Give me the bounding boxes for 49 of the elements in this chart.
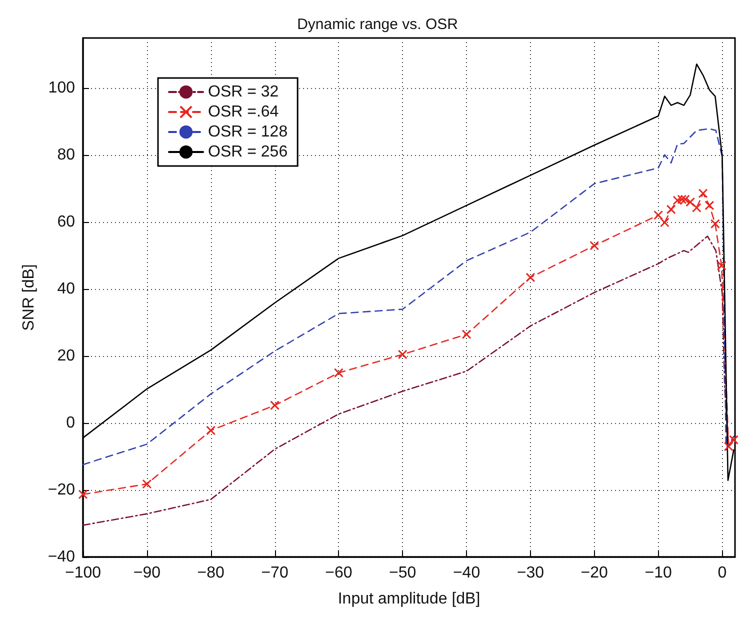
point: [666, 204, 676, 214]
x-tick-label: −30: [516, 564, 544, 582]
x-axis-title: Input amplitude [dB]: [338, 590, 480, 608]
x-tick-label: −90: [133, 564, 161, 582]
x-tick-label: 0: [718, 564, 727, 582]
legend-label: OSR =.64: [208, 104, 279, 120]
point: [654, 210, 664, 220]
point: [590, 240, 600, 250]
x-tick-label: −20: [580, 564, 608, 582]
point: [686, 197, 696, 207]
x-tick-label: −50: [389, 564, 416, 582]
point: [698, 188, 708, 198]
x-tick-label: −80: [197, 564, 225, 582]
x-tick-label: −40: [452, 564, 480, 582]
y-tick-label: 60: [57, 214, 76, 231]
point: [660, 218, 670, 228]
x-tick-label: −60: [325, 564, 352, 582]
x-tick-label: −10: [644, 564, 672, 582]
y-tick-label: 0: [66, 414, 76, 432]
point: [728, 435, 738, 445]
point: [206, 426, 216, 436]
point: [672, 196, 682, 206]
point: [462, 330, 472, 340]
point: [142, 479, 152, 489]
y-tick-label: −20: [48, 482, 76, 499]
point: [398, 350, 408, 360]
point: [710, 219, 720, 229]
x-tick-label: −100: [64, 564, 102, 582]
y-tick-label: −40: [48, 548, 76, 566]
legend-label: OSR = 256: [208, 144, 288, 160]
point: [334, 368, 344, 378]
point: [78, 490, 88, 500]
point: [526, 272, 536, 282]
legend-label: OSR = 128: [208, 124, 288, 140]
point: [716, 260, 726, 270]
y-tick-label: 40: [57, 280, 76, 298]
chart-title: Dynamic range vs. OSR: [297, 16, 458, 33]
y-axis-title: SNR [dB]: [20, 264, 38, 331]
point: [680, 194, 690, 204]
point: [704, 200, 714, 210]
point: [692, 203, 702, 213]
y-tick-label: 80: [57, 146, 76, 164]
point: [677, 194, 687, 204]
y-tick-label: 100: [48, 80, 76, 97]
x-tick-label: −70: [261, 564, 288, 582]
point: [724, 442, 734, 452]
legend-label: OSR = 32: [208, 84, 279, 100]
point: [270, 400, 280, 410]
y-tick-label: 20: [57, 348, 76, 365]
